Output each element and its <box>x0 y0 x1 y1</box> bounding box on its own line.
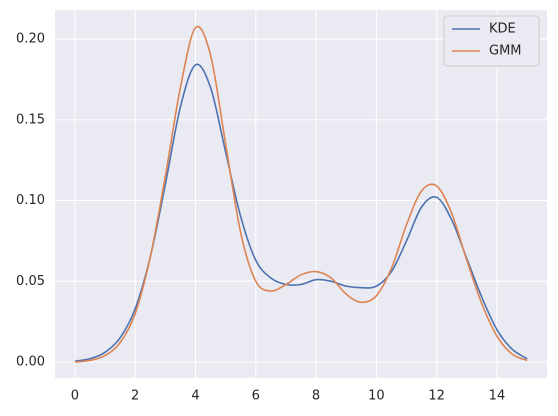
legend-label: GMM <box>489 44 522 59</box>
y-tick-label: 0.15 <box>16 112 45 127</box>
x-tick-label: 0 <box>71 389 79 404</box>
x-tick-label: 2 <box>131 389 139 404</box>
plot-area <box>55 10 547 378</box>
x-tick-label: 4 <box>191 389 199 404</box>
x-tick-label: 12 <box>428 389 445 404</box>
x-tick-label: 10 <box>368 389 385 404</box>
x-tick-label: 6 <box>252 389 260 404</box>
y-tick-label: 0.10 <box>16 193 45 208</box>
y-tick-label: 0.20 <box>16 32 45 47</box>
legend-label: KDE <box>489 22 516 37</box>
y-tick-label: 0.05 <box>16 274 45 289</box>
x-tick-label: 14 <box>489 389 506 404</box>
line-series <box>74 25 528 363</box>
y-tick-label: 0.00 <box>16 355 45 370</box>
x-tick-label: 8 <box>312 389 320 404</box>
